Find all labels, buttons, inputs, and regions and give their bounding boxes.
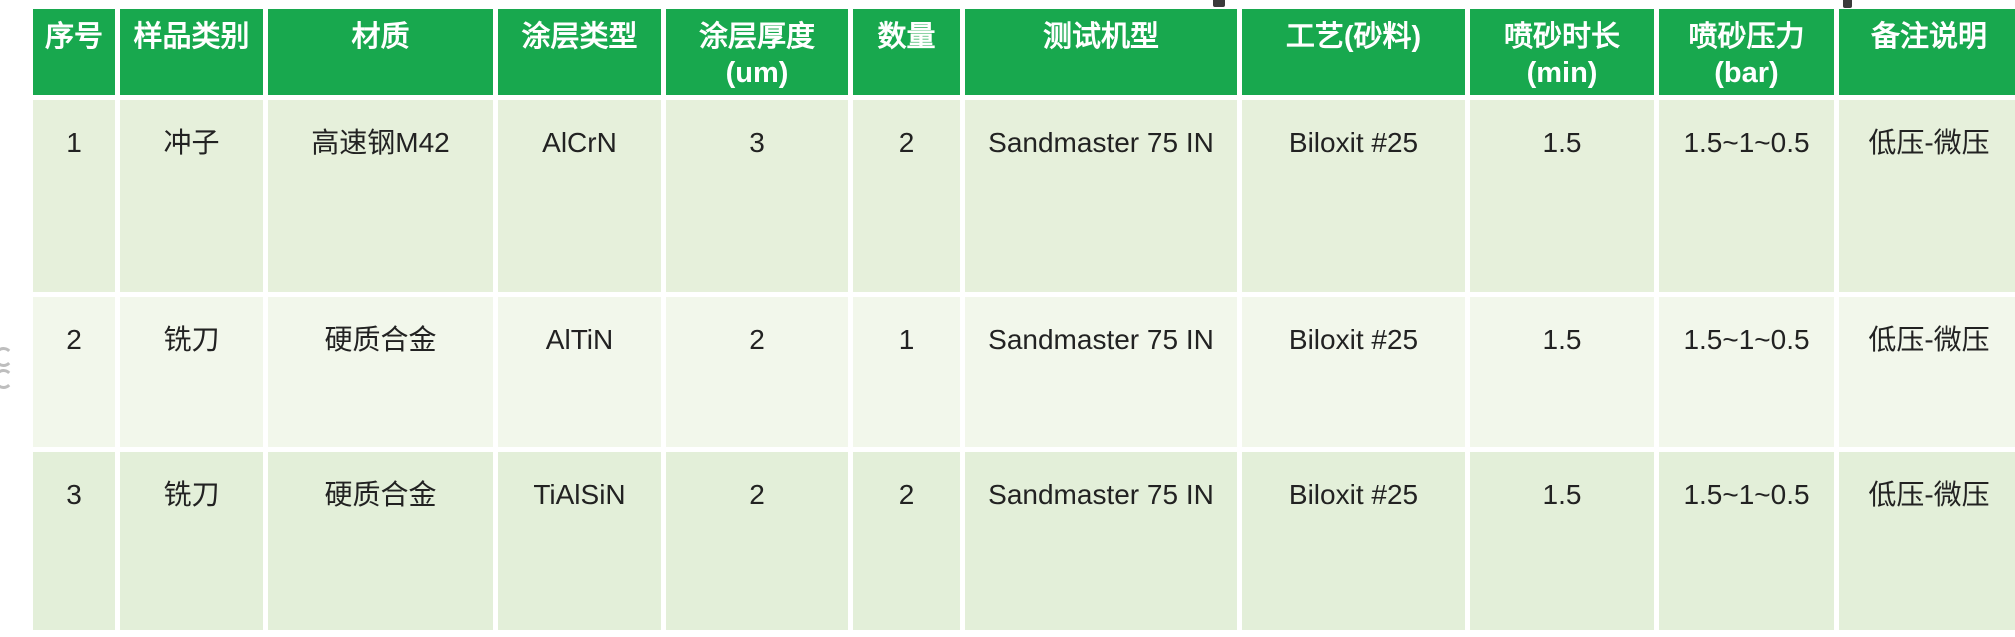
cropped-left-edge-mark-icon [0, 369, 13, 389]
cell-coating-thickness: 2 [666, 452, 848, 630]
col-header-test-machine: 测试机型 [965, 9, 1237, 95]
cell-remarks: 低压-微压 [1839, 452, 2015, 630]
cell-test-machine: Sandmaster 75 IN [965, 452, 1237, 630]
cell-coating-thickness: 2 [666, 297, 848, 447]
cell-index: 1 [33, 100, 115, 292]
col-header-remarks: 备注说明 [1839, 9, 2015, 95]
cell-remarks: 低压-微压 [1839, 297, 2015, 447]
col-header-label: 数量 [877, 21, 936, 53]
sample-table-container: 序号 样品类别 材质 涂层类型 涂层厚度 (um) 数量 测试机型 工艺(砂料) … [28, 4, 2015, 635]
col-header-label: 备注说明 [1870, 21, 1987, 53]
col-header-unit: (min) [1526, 57, 1598, 89]
cell-index: 3 [33, 452, 115, 630]
cell-quantity: 1 [853, 297, 960, 447]
cell-blast-duration: 1.5 [1470, 100, 1654, 292]
col-header-label: 工艺(砂料) [1285, 21, 1422, 53]
cell-remarks: 低压-微压 [1839, 100, 2015, 292]
col-header-label: 涂层类型 [521, 21, 638, 53]
cropped-top-edge-mark [1213, 0, 1225, 7]
cell-material: 硬质合金 [268, 297, 493, 447]
cell-index: 2 [33, 297, 115, 447]
table-row: 3 铣刀 硬质合金 TiAlSiN 2 2 Sandmaster 75 IN B… [33, 452, 2015, 630]
col-header-blast-pressure: 喷砂压力 (bar) [1659, 9, 1834, 95]
table-row: 1 冲子 高速钢M42 AlCrN 3 2 Sandmaster 75 IN B… [33, 100, 2015, 292]
col-header-sample-category: 样品类别 [120, 9, 263, 95]
col-header-material: 材质 [268, 9, 493, 95]
col-header-label: 序号 [44, 21, 103, 53]
col-header-coating-thickness: 涂层厚度 (um) [666, 9, 848, 95]
cell-coating-type: AlCrN [498, 100, 661, 292]
col-header-label: 涂层厚度 [698, 21, 815, 53]
cell-sample-category: 铣刀 [120, 297, 263, 447]
cell-coating-type: TiAlSiN [498, 452, 661, 630]
cell-test-machine: Sandmaster 75 IN [965, 100, 1237, 292]
col-header-coating-type: 涂层类型 [498, 9, 661, 95]
cell-process-abrasive: Biloxit #25 [1242, 100, 1465, 292]
cell-coating-type: AlTiN [498, 297, 661, 447]
cell-blast-duration: 1.5 [1470, 297, 1654, 447]
cell-test-machine: Sandmaster 75 IN [965, 297, 1237, 447]
cell-sample-category: 铣刀 [120, 452, 263, 630]
col-header-unit: (um) [725, 57, 789, 89]
col-header-label: 喷砂压力 [1688, 21, 1805, 53]
col-header-unit: (bar) [1714, 57, 1779, 89]
cell-material: 硬质合金 [268, 452, 493, 630]
cell-material: 高速钢M42 [268, 100, 493, 292]
col-header-label: 喷砂时长 [1503, 21, 1620, 53]
cell-blast-pressure: 1.5~1~0.5 [1659, 452, 1834, 630]
col-header-blast-duration: 喷砂时长 (min) [1470, 9, 1654, 95]
cell-blast-duration: 1.5 [1470, 452, 1654, 630]
cell-process-abrasive: Biloxit #25 [1242, 452, 1465, 630]
col-header-index: 序号 [33, 9, 115, 95]
cell-process-abrasive: Biloxit #25 [1242, 297, 1465, 447]
col-header-label: 样品类别 [133, 21, 250, 53]
sample-test-table: 序号 样品类别 材质 涂层类型 涂层厚度 (um) 数量 测试机型 工艺(砂料) … [28, 4, 2015, 635]
cropped-top-edge-mark [1843, 0, 1852, 8]
cell-coating-thickness: 3 [666, 100, 848, 292]
cell-quantity: 2 [853, 100, 960, 292]
cell-blast-pressure: 1.5~1~0.5 [1659, 297, 1834, 447]
cell-blast-pressure: 1.5~1~0.5 [1659, 100, 1834, 292]
cropped-left-edge-mark-icon [0, 347, 13, 367]
col-header-quantity: 数量 [853, 9, 960, 95]
cell-quantity: 2 [853, 452, 960, 630]
col-header-label: 测试机型 [1042, 21, 1159, 53]
table-header-row: 序号 样品类别 材质 涂层类型 涂层厚度 (um) 数量 测试机型 工艺(砂料) … [33, 9, 2015, 95]
table-row: 2 铣刀 硬质合金 AlTiN 2 1 Sandmaster 75 IN Bil… [33, 297, 2015, 447]
col-header-process-abrasive: 工艺(砂料) [1242, 9, 1465, 95]
col-header-label: 材质 [351, 21, 410, 53]
cell-sample-category: 冲子 [120, 100, 263, 292]
